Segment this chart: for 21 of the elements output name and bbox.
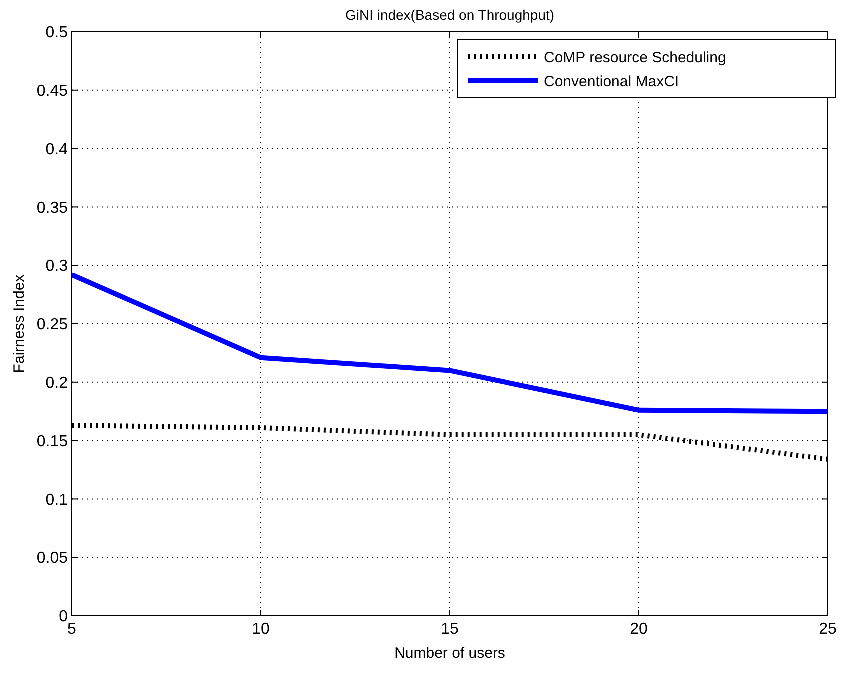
y-tick-label: 0.15: [36, 433, 68, 450]
y-tick-label: 0.2: [46, 375, 68, 392]
y-tick-label: 0.45: [36, 83, 68, 100]
x-tick-label: 15: [441, 621, 459, 638]
y-tick-label: 0.35: [36, 200, 68, 217]
x-tick-label: 10: [252, 621, 270, 638]
x-tick-label: 20: [630, 621, 648, 638]
y-axis-title: Fairness Index: [11, 274, 28, 374]
legend-label: CoMP resource Scheduling: [544, 49, 726, 66]
x-tick-label: 5: [68, 621, 77, 638]
y-tick-label: 0.05: [36, 550, 68, 568]
y-tick-label: 0.3: [46, 258, 68, 276]
y-tick-label: 0.25: [36, 316, 68, 334]
y-tick-label: 0.1: [46, 492, 68, 509]
x-tick-label: 25: [819, 621, 837, 638]
x-axis-title: Number of users: [394, 645, 506, 662]
y-tick-label: 0.5: [46, 24, 68, 42]
y-tick-label: 0: [59, 608, 68, 626]
legend-label: Conventional MaxCI: [544, 73, 680, 90]
y-tick-label: 0.4: [46, 141, 68, 158]
chart-title: GiNI index(Based on Throughput): [345, 7, 555, 23]
